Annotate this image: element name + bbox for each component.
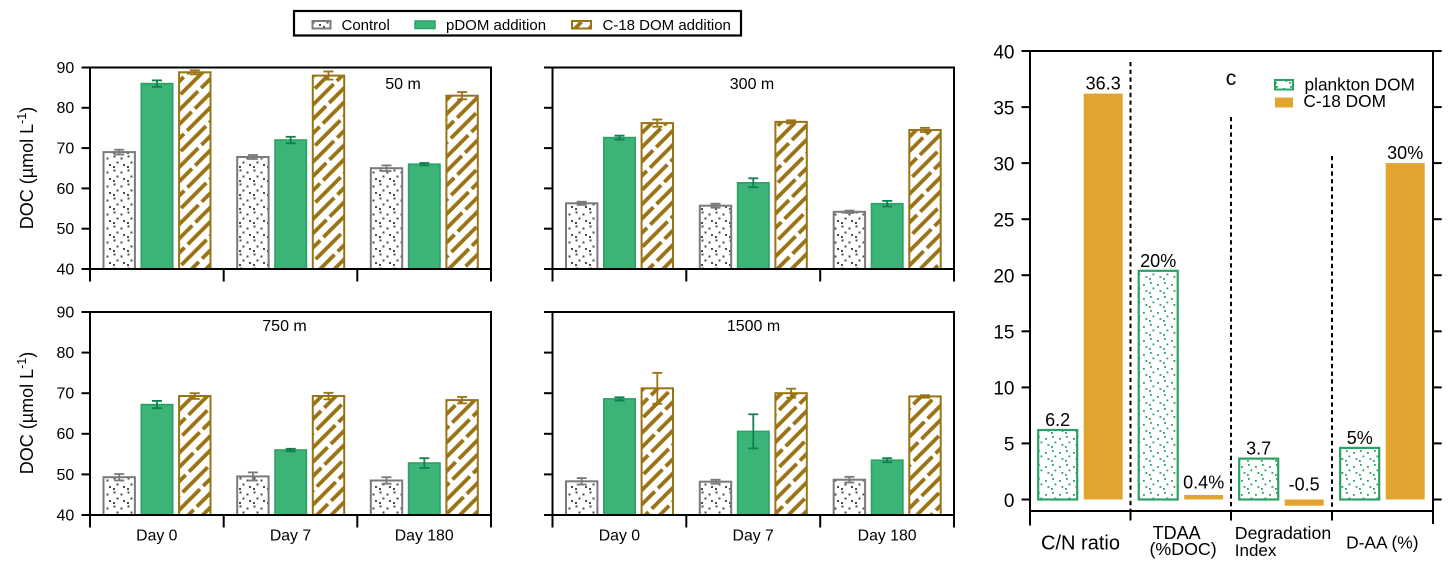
svg-text:70: 70 — [57, 386, 75, 403]
svg-text:Index: Index — [1235, 541, 1277, 560]
svg-text:0: 0 — [1004, 491, 1015, 512]
svg-text:300 m: 300 m — [730, 76, 774, 93]
svg-text:Day 180: Day 180 — [395, 528, 454, 545]
svg-text:D-AA (%): D-AA (%) — [1346, 533, 1418, 553]
svg-text:80: 80 — [57, 100, 75, 117]
svg-text:C/N ratio: C/N ratio — [1041, 532, 1120, 554]
svg-text:36.3: 36.3 — [1086, 74, 1121, 94]
svg-text:20: 20 — [993, 267, 1014, 288]
svg-text:plankton DOM: plankton DOM — [1305, 74, 1415, 94]
svg-text:Day 180: Day 180 — [858, 528, 917, 545]
svg-text:25: 25 — [993, 211, 1014, 232]
svg-text:70: 70 — [57, 141, 75, 158]
svg-text:60: 60 — [57, 181, 75, 198]
svg-text:DOC (µmol L-1): DOC (µmol L-1) — [15, 107, 37, 230]
svg-text:0.4%: 0.4% — [1183, 472, 1224, 492]
svg-text:5%: 5% — [1347, 428, 1373, 448]
svg-text:C-18 DOM: C-18 DOM — [1303, 91, 1386, 111]
svg-text:5: 5 — [1004, 435, 1015, 456]
svg-text:C-18 DOM addition: C-18 DOM addition — [603, 17, 731, 34]
svg-text:90: 90 — [57, 60, 75, 77]
svg-text:10: 10 — [993, 379, 1014, 400]
svg-text:Day 7: Day 7 — [733, 528, 774, 545]
svg-text:60: 60 — [57, 426, 75, 443]
svg-text:6.2: 6.2 — [1045, 410, 1070, 430]
svg-text:3.7: 3.7 — [1246, 439, 1271, 459]
svg-text:40: 40 — [57, 507, 75, 524]
svg-text:40: 40 — [57, 261, 75, 278]
svg-text:(%DOC): (%DOC) — [1150, 539, 1217, 559]
svg-text:35: 35 — [993, 98, 1014, 119]
svg-text:90: 90 — [57, 304, 75, 321]
svg-text:50: 50 — [57, 467, 75, 484]
svg-text:Control: Control — [342, 17, 390, 34]
svg-text:30: 30 — [993, 154, 1014, 175]
svg-text:Day 7: Day 7 — [270, 528, 311, 545]
svg-text:80: 80 — [57, 345, 75, 362]
svg-text:pDOM addition: pDOM addition — [446, 17, 546, 34]
svg-text:750 m: 750 m — [262, 318, 306, 335]
svg-text:20%: 20% — [1140, 251, 1176, 271]
svg-text:50: 50 — [57, 221, 75, 238]
svg-text:DOC (µmol L-1): DOC (µmol L-1) — [15, 352, 37, 475]
svg-text:-0.5: -0.5 — [1289, 475, 1320, 495]
svg-text:TDAA: TDAA — [1153, 523, 1201, 543]
svg-text:30%: 30% — [1387, 143, 1423, 163]
svg-text:Day 0: Day 0 — [136, 528, 177, 545]
svg-text:1500 m: 1500 m — [727, 318, 780, 335]
svg-text:Day 0: Day 0 — [599, 528, 640, 545]
svg-text:15: 15 — [993, 323, 1014, 344]
svg-text:50 m: 50 m — [385, 76, 421, 93]
svg-text:Degradation: Degradation — [1235, 523, 1331, 543]
svg-text:c: c — [1226, 67, 1237, 90]
svg-text:40: 40 — [993, 42, 1014, 63]
